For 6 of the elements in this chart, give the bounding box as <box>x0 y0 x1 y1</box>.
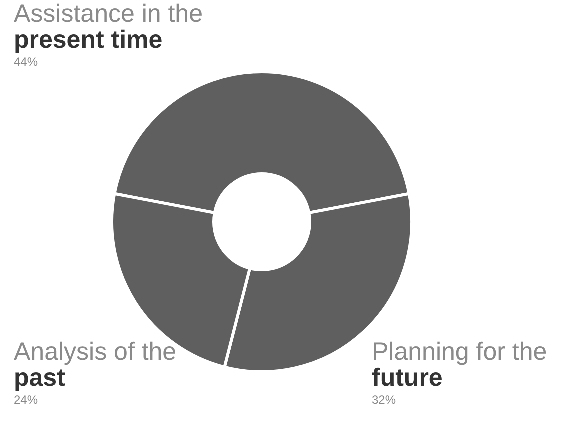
slice-label: Planning for the future <box>372 338 548 392</box>
data-label: 44% <box>14 55 38 69</box>
slice-label: Assistance in the present time <box>14 0 203 54</box>
data-label: 24% <box>14 393 38 407</box>
data-label: 32% <box>372 393 396 407</box>
slice-label: Analysis of the past <box>14 338 177 392</box>
